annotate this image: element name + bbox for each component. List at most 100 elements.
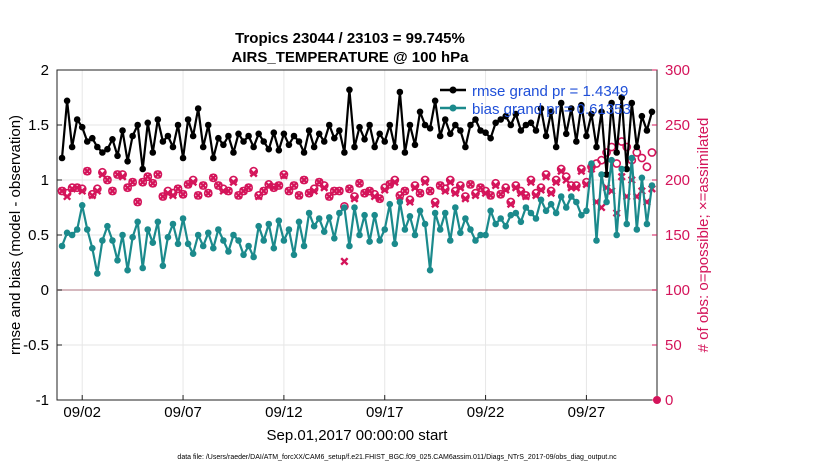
obs-assimilated-point: [471, 191, 480, 200]
bias-point: [351, 204, 358, 211]
rmse-point: [285, 141, 293, 149]
bias-point: [341, 204, 348, 211]
bias-point: [401, 226, 409, 233]
obs-assimilated-point: [300, 175, 309, 185]
bias-point: [134, 218, 141, 226]
rmse-point: [446, 130, 454, 138]
x-ticks: 09/02 09/07 09/12 09/17 09/22 09/27: [63, 395, 605, 421]
bias-series: [58, 154, 656, 277]
rmse-point: [583, 132, 590, 140]
rmse-point: [573, 138, 580, 145]
rmse-point: [608, 99, 615, 107]
obs-possible-point: [274, 181, 284, 190]
bias-point: [467, 226, 474, 233]
bias-point: [628, 154, 636, 162]
rmse-point: [623, 165, 631, 173]
rmse-point: [441, 116, 449, 123]
obs-assimilated-point: [168, 191, 178, 200]
obs-assimilated-point: [199, 181, 208, 190]
obs-assimilated-point: [289, 181, 299, 190]
rmse-point: [467, 121, 474, 129]
bias-point: [507, 211, 515, 219]
bias-point: [366, 238, 373, 245]
bias-point: [94, 270, 101, 277]
obs-possible-point: [622, 142, 632, 152]
obs-possible-point: [415, 188, 425, 198]
bias-point: [220, 237, 227, 244]
bias-point: [331, 235, 338, 242]
obs-assimilated-point: [63, 192, 72, 201]
obs-possible-point: [224, 186, 233, 196]
obs-possible-point: [400, 186, 410, 196]
obs-assimilated-point: [405, 197, 414, 207]
x-tick-label: 09/27: [568, 404, 606, 421]
rmse-point: [109, 136, 116, 143]
bias-point: [462, 215, 469, 222]
obs-possible-point: [466, 179, 475, 189]
obs-assimilated-point: [340, 257, 349, 266]
rmse-point: [593, 143, 600, 151]
bias-point: [104, 222, 111, 230]
rmse-point: [492, 119, 499, 127]
bias-point: [603, 198, 610, 206]
bias-point: [109, 237, 116, 244]
rmse-line: [60, 88, 654, 176]
obs-assimilated-point: [148, 179, 157, 188]
bias-point: [260, 237, 268, 244]
rmse-point: [63, 97, 71, 105]
obs-possible-point: [375, 194, 385, 204]
obs-possible-point: [103, 175, 112, 185]
obs-assimilated-point: [572, 183, 581, 192]
rmse-point: [346, 86, 353, 94]
bias-point: [280, 237, 288, 244]
rmse-point: [588, 110, 595, 118]
obs-assimilated-point: [194, 191, 203, 200]
rmse-point: [613, 149, 620, 156]
bias-point: [194, 231, 202, 239]
bias-point: [305, 209, 313, 217]
obs-possible-point: [244, 183, 253, 193]
rmse-point: [391, 143, 399, 151]
bias-point: [315, 215, 323, 222]
y-tick-label: -1: [36, 392, 49, 409]
rmse-point: [240, 138, 247, 145]
bias-point: [557, 193, 565, 200]
obs-possible-point: [178, 189, 188, 199]
chart-subtitle: AIRS_TEMPERATURE @ 100 hPa: [232, 49, 470, 66]
bias-point: [320, 228, 328, 235]
obs-assimilated-point: [526, 178, 535, 187]
obs-assimilated-point: [501, 185, 510, 194]
x-tick-label: 09/17: [366, 404, 404, 421]
rmse-point: [169, 143, 177, 151]
obs-assimilated-point: [143, 172, 152, 181]
rmse-point: [58, 154, 66, 162]
bias-point: [502, 222, 510, 230]
bias-point: [99, 237, 106, 244]
bias-point: [638, 174, 646, 182]
rmse-point: [517, 127, 525, 134]
obs-possible-point: [324, 192, 334, 201]
bias-point: [522, 204, 530, 211]
bias-point: [588, 160, 595, 167]
obs-assimilated-point: [153, 170, 162, 179]
bias-point: [487, 207, 494, 215]
obs-assimilated-point: [133, 197, 142, 207]
obs-possible-point: [108, 186, 117, 196]
obs-assimilated-point: [446, 178, 455, 187]
rmse-series: [58, 86, 656, 178]
rmse-point: [341, 149, 348, 156]
bias-point: [426, 266, 434, 274]
rmse-point: [73, 116, 81, 123]
bias-point: [199, 242, 207, 250]
y-tick-label-right: 250: [665, 117, 690, 134]
rmse-point: [386, 121, 394, 129]
rmse-point: [487, 134, 494, 142]
bias-point: [88, 244, 96, 252]
obs-assimilated-point: [542, 172, 551, 181]
bias-point: [250, 253, 257, 261]
bias-point: [416, 207, 424, 215]
obs-assimilated-point: [577, 167, 586, 176]
obs-possible-point: [602, 148, 611, 157]
rmse-point: [416, 108, 424, 116]
bias-point: [78, 202, 86, 209]
